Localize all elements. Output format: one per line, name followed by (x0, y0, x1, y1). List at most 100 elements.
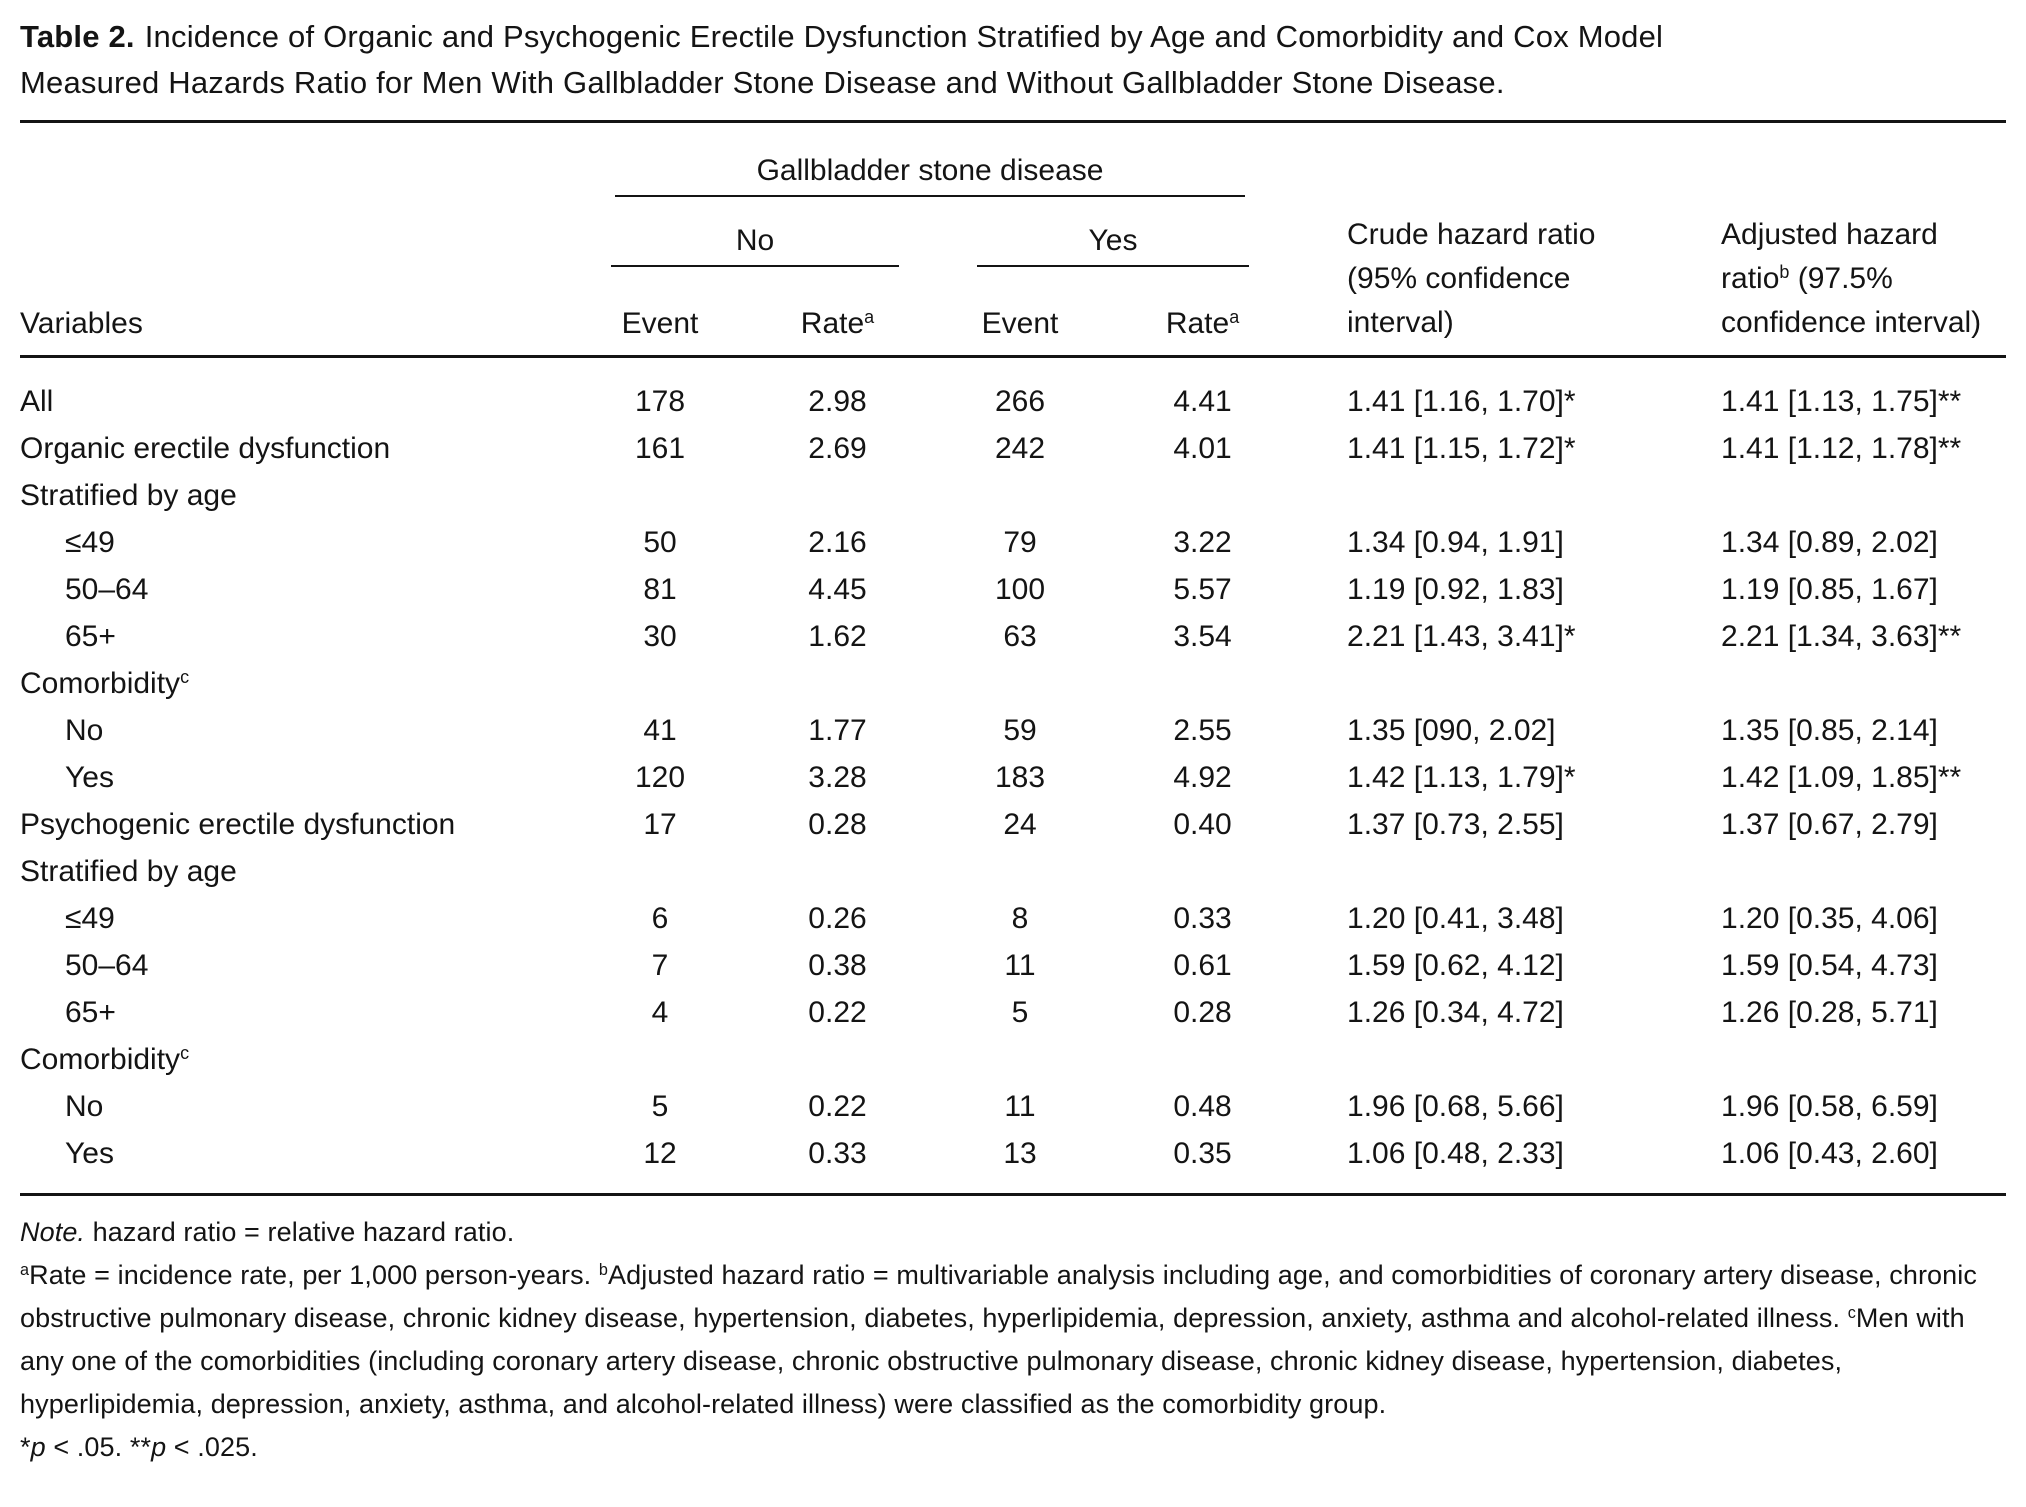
cell-adjusted-hr: 1.34 [0.89, 2.02] (1721, 526, 1938, 559)
data-row: ≤49 50 2.16 79 3.22 1.34 [0.94, 1.91] 1.34 [0.… (20, 519, 2006, 566)
cell-event-yes: 242 (994, 432, 1046, 465)
cell-rate-no (745, 1036, 930, 1083)
data-row: Yes 12 0.33 13 0.35 1.06 [0.48, 2.33] 1.06 [0.… (20, 1130, 2006, 1195)
cell-rate-yes: 0.40 (1173, 808, 1232, 841)
cell-event-no: 161 (634, 432, 686, 465)
cell-event-no: 120 (634, 761, 686, 794)
col-header-rate-no: Ratea (745, 267, 930, 357)
cell-event-yes: 183 (994, 761, 1046, 794)
cell-event-yes: 59 (1003, 714, 1037, 747)
row-label: No (65, 714, 104, 747)
row-label: 50–64 (65, 949, 149, 982)
row-label: Stratified by age (20, 479, 237, 512)
cell-crude-hr (1295, 660, 1655, 707)
note-line: Note. hazard ratio = relative hazard rat… (20, 1211, 2006, 1254)
cell-event-yes: 11 (1004, 949, 1036, 982)
footnote-marker-c: c (180, 1043, 190, 1064)
cell-crude-hr (1295, 848, 1655, 895)
data-row: 65+ 30 1.62 63 3.54 2.21 [1.43, 3.41]* 2.21 [1… (20, 613, 2006, 660)
note-text: hazard ratio = relative hazard ratio. (85, 1217, 515, 1247)
footnote-marker-a: a (1229, 307, 1240, 328)
cell-adjusted-hr: 1.26 [0.28, 5.71] (1721, 996, 1938, 1029)
table-body: All 178 2.98 266 4.41 1.41 [1.16, 1.70]* 1.41 … (20, 357, 2006, 1195)
cell-adjusted-hr: 1.96 [0.58, 6.59] (1721, 1090, 1938, 1123)
data-row: No 41 1.77 59 2.55 1.35 [090, 2.02] 1.35 [0.85… (20, 707, 2006, 754)
significance-line: *p < .05. **p < .025. (20, 1426, 2006, 1469)
cell-rate-no (745, 472, 930, 519)
col-header-event-yes: Event (981, 307, 1059, 340)
note-lead: Note. (20, 1217, 86, 1247)
adjusted-header-ratio: ratio (1721, 262, 1780, 295)
table-caption: Table 2. Incidence of Organic and Psychog… (20, 14, 2006, 106)
group-header-cell: Gallbladder stone disease (575, 122, 1295, 197)
significance-item: *p < .05. (20, 1432, 130, 1462)
cell-event-yes: 24 (1003, 808, 1037, 841)
cell-adjusted-hr: 1.37 [0.67, 2.79] (1721, 808, 1938, 841)
cell-rate-yes: 0.28 (1173, 996, 1232, 1029)
col-header-variables: Variables (20, 307, 143, 340)
table-caption-line1: Incidence of Organic and Psychogenic Ere… (144, 19, 1664, 54)
subgroup-header-row: No Yes (20, 197, 2006, 267)
subgroup-no-cell: No (575, 197, 930, 267)
cell-event-no: 6 (651, 902, 669, 935)
cell-event-no: 17 (643, 808, 677, 841)
cell-event-no (575, 660, 745, 707)
footnote-marker-b: b (1779, 262, 1790, 283)
cell-rate-no (745, 848, 930, 895)
cell-rate-yes: 3.22 (1173, 526, 1232, 559)
crude-header-line1: Crude hazard ratio (1347, 218, 1596, 251)
column-header-row: Variables Event Ratea Event Ratea (20, 267, 2006, 357)
adjusted-header-line2: ratiob (97.5% (1721, 257, 2006, 301)
cell-event-yes: 11 (1004, 1090, 1036, 1123)
cell-rate-yes: 2.55 (1173, 714, 1232, 747)
cell-adjusted-hr (1655, 848, 2006, 895)
data-row: All 178 2.98 266 4.41 1.41 [1.16, 1.70]* 1.41 … (20, 357, 2006, 426)
cell-crude-hr: 1.26 [0.34, 4.72] (1347, 996, 1564, 1029)
cell-rate-no: 1.77 (808, 714, 867, 747)
data-row: Organic erectile dysfunction 161 2.69 242 4.… (20, 425, 2006, 472)
cell-crude-hr: 1.59 [0.62, 4.12] (1347, 949, 1564, 982)
cell-rate-no: 0.28 (808, 808, 867, 841)
footnote-marker-c: c (180, 667, 190, 688)
cell-event-yes: 79 (1003, 526, 1037, 559)
cell-rate-yes: 4.92 (1173, 761, 1232, 794)
cell-rate-yes: 4.01 (1173, 432, 1232, 465)
cell-adjusted-hr: 1.41 [1.13, 1.75]** (1721, 385, 1962, 418)
cell-adjusted-hr: 1.59 [0.54, 4.73] (1721, 949, 1938, 982)
data-table: Gallbladder stone disease Crude hazard r… (20, 120, 2007, 1196)
cell-crude-hr (1295, 1036, 1655, 1083)
rate-label: Rate (1165, 307, 1230, 340)
cell-rate-no: 3.28 (808, 761, 867, 794)
cell-rate-no: 0.26 (808, 902, 867, 935)
row-label: 65+ (65, 996, 116, 1029)
subgroup-header-no: No (611, 224, 899, 267)
cell-event-yes: 266 (994, 385, 1046, 418)
section-row: Comorbidityc (20, 1036, 2006, 1083)
cell-crude-hr (1295, 472, 1655, 519)
col-header-event-no: Event (621, 307, 699, 340)
empty-header-cell (20, 122, 575, 198)
cell-crude-hr: 1.42 [1.13, 1.79]* (1347, 761, 1576, 794)
cell-adjusted-hr: 1.42 [1.09, 1.85]** (1721, 761, 1962, 794)
col-header-crude: Crude hazard ratio (95% confidence inter… (1295, 122, 1655, 357)
cell-event-yes: 13 (1003, 1137, 1037, 1170)
data-row: ≤49 6 0.26 8 0.33 1.20 [0.41, 3.48] 1.20 [0.35… (20, 895, 2006, 942)
cell-adjusted-hr (1655, 660, 2006, 707)
row-label: 50–64 (65, 573, 149, 606)
cell-event-yes (930, 660, 1110, 707)
row-label: ≤49 (65, 902, 115, 935)
subgroup-header-yes: Yes (977, 224, 1250, 267)
footnote-marker-a: a (864, 307, 875, 328)
cell-rate-no: 0.22 (808, 996, 867, 1029)
row-label: Yes (65, 761, 114, 794)
adjusted-header-pct: (97.5% (1789, 262, 1893, 295)
cell-rate-no: 0.38 (808, 949, 867, 982)
row-label: Psychogenic erectile dysfunction (20, 808, 456, 841)
cell-rate-yes (1110, 472, 1295, 519)
cell-event-yes (930, 1036, 1110, 1083)
footnote-marker-b: b (598, 1261, 608, 1280)
row-label: 65+ (65, 620, 116, 653)
cell-event-yes (930, 472, 1110, 519)
cell-event-yes: 100 (994, 573, 1046, 606)
cell-event-yes: 5 (1011, 996, 1029, 1029)
